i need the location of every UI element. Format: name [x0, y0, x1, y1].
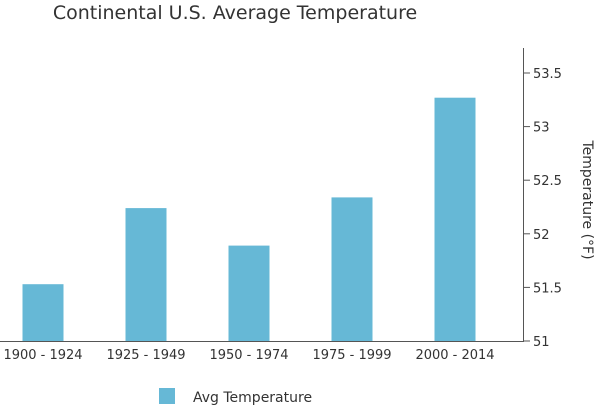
y-tick-label-2: 51.5	[533, 281, 562, 296]
y-tick-label-4: 52.5	[533, 174, 562, 189]
y-axis-ticks: 51 51.5 52 52.5 53 53.5	[523, 67, 562, 350]
y-axis-title: Temperature (°F)	[579, 139, 595, 259]
x-tick-label-3: 1950 - 1974	[209, 348, 288, 363]
y-tick-label-1: 51	[533, 335, 550, 350]
bar-3[interactable]	[228, 245, 270, 341]
bar-1[interactable]	[22, 284, 64, 341]
bar-2[interactable]	[125, 208, 167, 341]
chart-title: Continental U.S. Average Temperature	[53, 2, 417, 24]
bar-5[interactable]	[434, 97, 476, 341]
legend[interactable]: Avg Temperature	[159, 388, 312, 406]
bars-group	[22, 97, 476, 341]
y-tick-label-5: 53	[533, 121, 550, 136]
x-tick-label-1: 1900 - 1924	[3, 348, 82, 363]
y-tick-label-3: 52	[533, 228, 550, 243]
legend-label: Avg Temperature	[193, 390, 312, 406]
x-tick-label-2: 1925 - 1949	[106, 348, 185, 363]
x-tick-label-5: 2000 - 2014	[415, 348, 494, 363]
legend-swatch	[159, 388, 175, 404]
y-tick-label-6: 53.5	[533, 67, 562, 82]
x-tick-label-4: 1975 - 1999	[312, 348, 391, 363]
x-tick-labels: 1900 - 1924 1925 - 1949 1950 - 1974 1975 - …	[3, 348, 494, 363]
bar-4[interactable]	[331, 197, 373, 341]
